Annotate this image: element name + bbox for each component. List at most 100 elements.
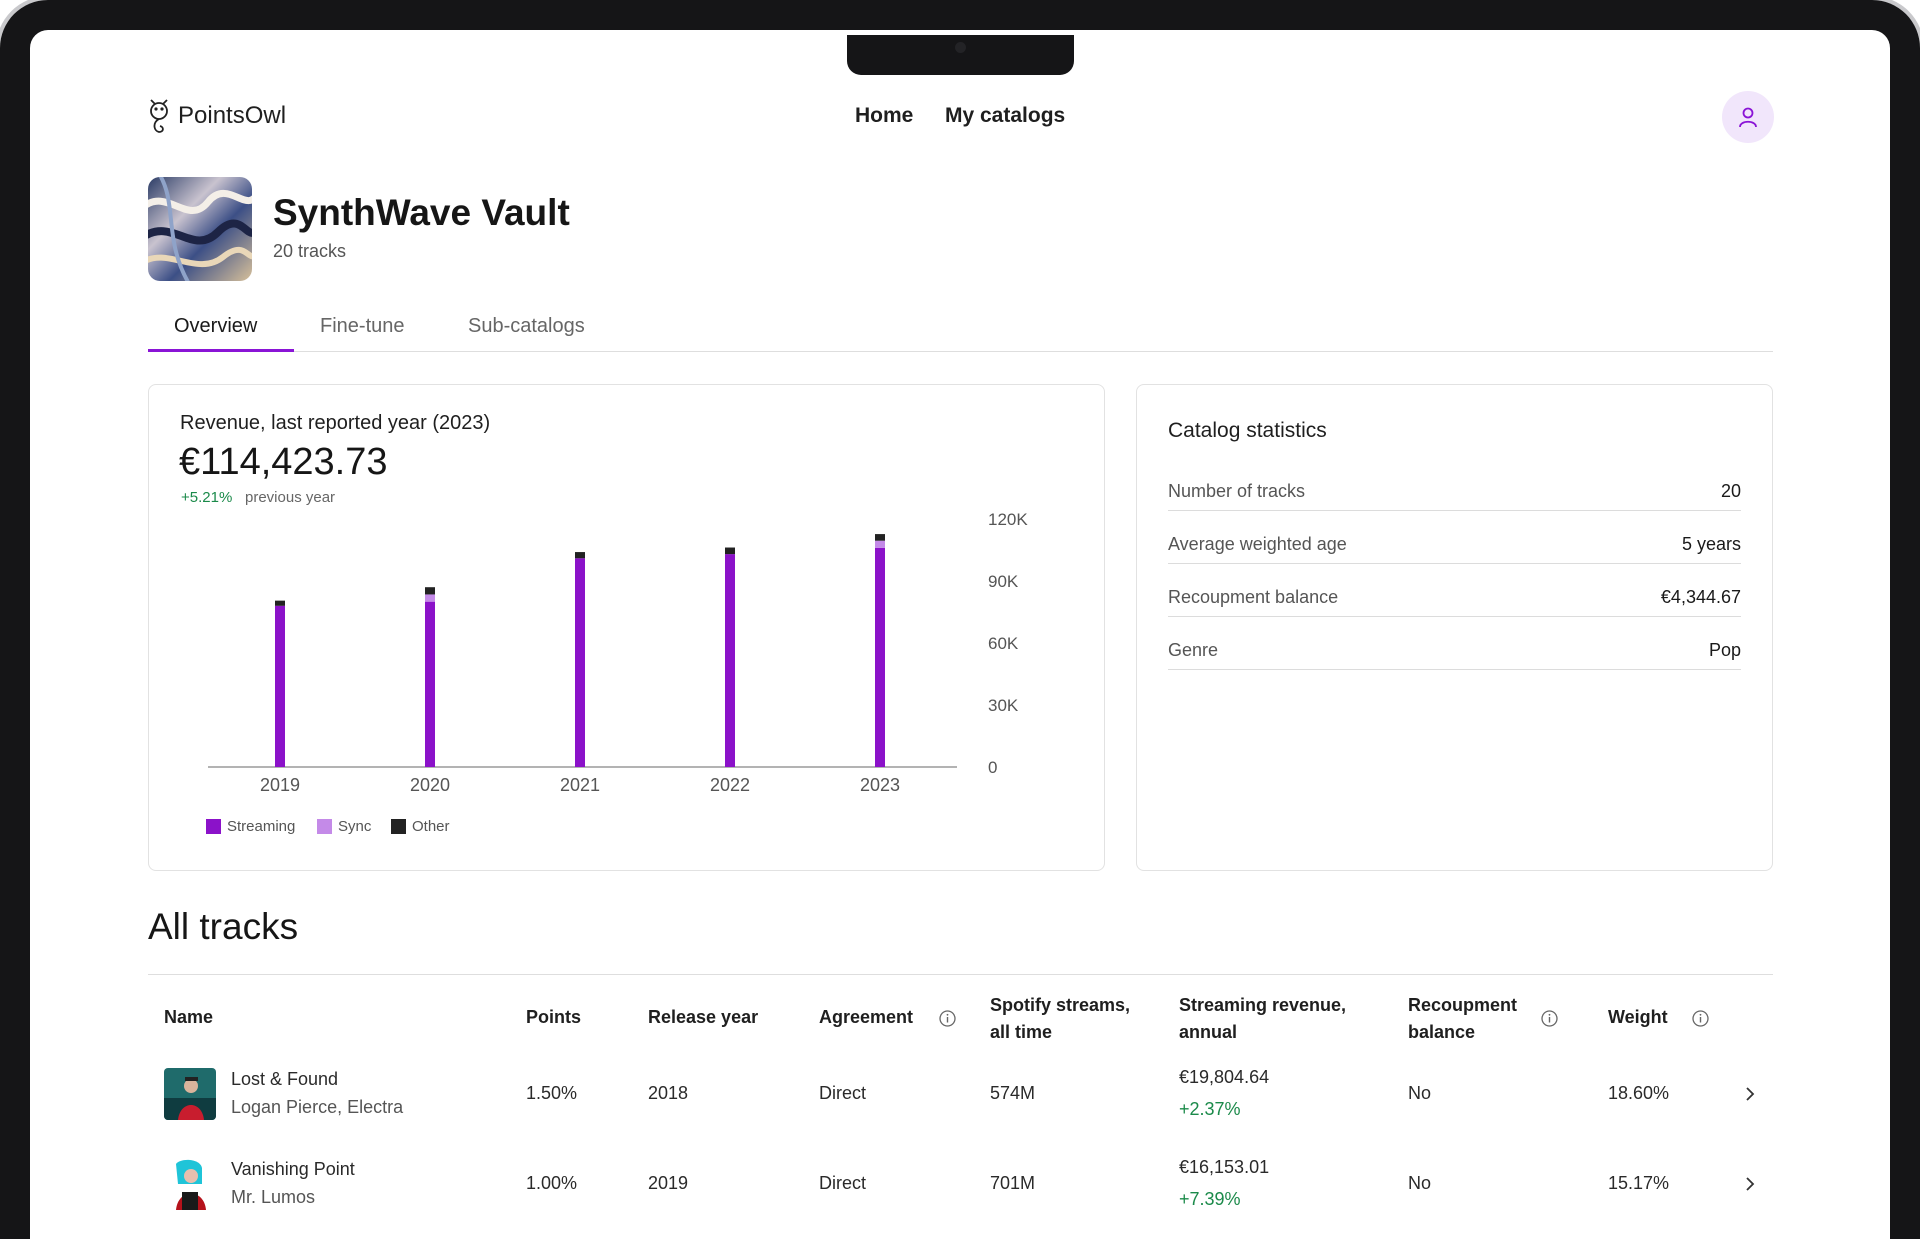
camera-icon [955,42,966,53]
x-tick-label: 2020 [410,775,450,795]
header-spotify-streams[interactable]: Spotify streams, all time [990,992,1130,1046]
header-recoupment-balance[interactable]: Recoupment balance [1408,992,1517,1046]
stat-label: Average weighted age [1168,534,1347,554]
nav-home[interactable]: Home [855,104,914,127]
table-row[interactable] [150,1145,1770,1225]
legend-swatch-sync [317,819,332,834]
bar-other-2022[interactable] [725,547,735,555]
owl-logo-icon [150,99,168,133]
track-artist: Logan Pierce, Electra [231,1097,404,1117]
track-release-year: 2019 [648,1173,689,1193]
track-name[interactable]: Vanishing Point [231,1159,355,1179]
x-tick-label: 2023 [860,775,900,795]
header-spotify-line1: Spotify streams, [990,995,1131,1015]
bar-streaming-2022[interactable] [725,554,735,767]
bar-other-2021[interactable] [575,552,585,559]
y-tick-label: 0 [988,758,997,777]
chevron-right-icon[interactable] [1743,1176,1757,1192]
tabs-divider [148,351,1773,352]
revenue-chart: 120K 90K 60K 30K 0 2019 2020 2021 2022 2023 [208,510,1028,795]
track-weight: 18.60% [1608,1083,1670,1103]
track-revenue-change: +2.37% [1179,1099,1241,1119]
track-artwork [164,1068,216,1120]
table-row[interactable] [150,1055,1770,1135]
bar-streaming-2020[interactable] [425,601,435,767]
track-agreement: Direct [819,1173,867,1193]
stat-average-weighted-age: Average weighted age 5 years [1168,518,1741,564]
agreement-info-icon[interactable] [939,1010,956,1027]
stat-label: Number of tracks [1168,481,1306,501]
header-recoup-line2: balance [1408,1022,1476,1042]
nav-my-catalogs[interactable]: My catalogs [945,104,1066,127]
catalog-statistics-title: Catalog statistics [1168,419,1327,442]
header-revenue-line1: Streaming revenue, [1179,995,1347,1015]
track-streams: 701M [990,1173,1036,1193]
brand-name: PointsOwl [178,102,287,129]
header-name[interactable]: Name [164,1007,214,1027]
catalog-track-count: 20 tracks [273,241,347,261]
legend-streaming: Streaming [206,818,295,835]
weight-info-icon[interactable] [1692,1010,1709,1027]
tab-sub-catalogs[interactable]: Sub-catalogs [468,315,585,337]
y-tick-label: 120K [988,510,1028,529]
x-tick-label: 2021 [560,775,600,795]
track-revenue: €16,153.01 [1179,1157,1270,1177]
section-divider [148,974,1773,975]
legend-swatch-other [391,819,406,834]
header-recoup-line1: Recoupment [1408,995,1518,1015]
bar-streaming-2019[interactable] [275,605,285,767]
track-artist: Mr. Lumos [231,1187,316,1207]
user-icon [1739,107,1757,128]
track-revenue: €19,804.64 [1179,1067,1270,1087]
track-agreement: Direct [819,1083,867,1103]
header-points[interactable]: Points [526,1007,582,1027]
recoupment-info-icon[interactable] [1541,1010,1558,1027]
catalog-statistics-card [1136,384,1773,871]
legend-other: Other [391,818,450,835]
legend-label-other: Other [412,818,450,835]
stat-value: 20 [1720,481,1741,501]
tab-fine-tune[interactable]: Fine-tune [320,315,405,337]
legend-sync: Sync [317,818,371,835]
track-release-year: 2018 [648,1083,689,1103]
header-streaming-revenue[interactable]: Streaming revenue, annual [1179,992,1346,1046]
revenue-value: €114,423.73 [179,441,388,483]
header-weight[interactable]: Weight [1608,1007,1668,1027]
revenue-change: +5.21% [181,489,233,506]
all-tracks-title: All tracks [148,906,299,947]
track-points: 1.00% [526,1173,578,1193]
header-agreement[interactable]: Agreement [819,1007,914,1027]
bar-streaming-2021[interactable] [575,558,585,767]
bar-other-2020[interactable] [425,587,435,595]
header-revenue-line2: annual [1179,1022,1238,1042]
track-points: 1.50% [526,1083,578,1103]
screen [34,36,1886,1239]
legend-label-sync: Sync [338,818,372,835]
legend-label-streaming: Streaming [227,818,296,835]
y-tick-label: 90K [988,572,1019,591]
active-tab-indicator [148,349,294,352]
stat-value: Pop [1708,640,1741,660]
revenue-change-note: previous year [245,489,336,506]
bar-streaming-2023[interactable] [875,547,885,767]
stat-value: 5 years [1681,534,1741,554]
stat-value: €4,344.67 [1660,587,1741,607]
brand-logo[interactable]: PointsOwl [148,96,286,136]
revenue-card [148,384,1105,871]
y-tick-label: 30K [988,696,1019,715]
track-streams: 574M [990,1083,1036,1103]
track-name[interactable]: Lost & Found [231,1069,339,1089]
avatar-button[interactable] [1722,91,1774,143]
bar-sync-2020[interactable] [425,594,435,602]
chevron-right-icon[interactable] [1743,1086,1757,1102]
header-release-year[interactable]: Release year [648,1007,759,1027]
y-tick-label: 60K [988,634,1019,653]
stat-label: Recoupment balance [1168,587,1339,607]
bar-other-2023[interactable] [875,534,885,541]
bar-sync-2023[interactable] [875,540,885,548]
camera-notch [847,35,1074,75]
bar-other-2019[interactable] [275,600,285,606]
track-weight: 15.17% [1608,1173,1670,1193]
tab-overview[interactable]: Overview [174,315,258,337]
